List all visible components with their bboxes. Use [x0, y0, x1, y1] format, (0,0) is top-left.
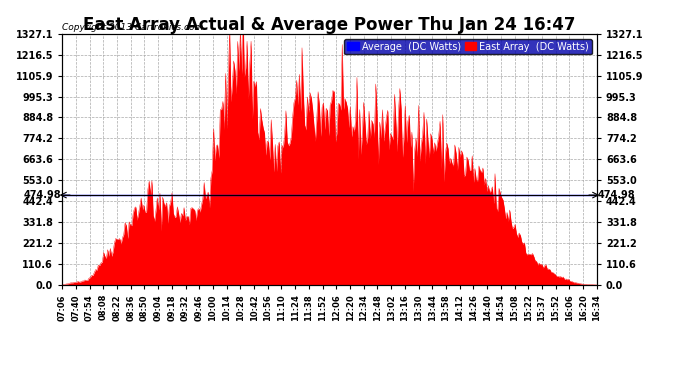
Text: Copyright 2013 Cartronics.com: Copyright 2013 Cartronics.com [62, 24, 204, 33]
Title: East Array Actual & Average Power Thu Jan 24 16:47: East Array Actual & Average Power Thu Ja… [83, 16, 575, 34]
Legend: Average  (DC Watts), East Array  (DC Watts): Average (DC Watts), East Array (DC Watts… [344, 39, 592, 54]
Text: 474.98: 474.98 [23, 190, 61, 200]
Text: 474.98: 474.98 [598, 190, 635, 200]
